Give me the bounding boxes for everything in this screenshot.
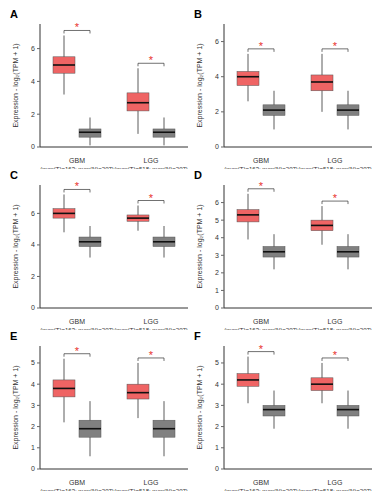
- html-text:A: A: [10, 8, 18, 20]
- svg-text:GBM: GBM: [253, 318, 269, 325]
- svg-text:LGG: LGG: [328, 318, 343, 325]
- svg-text:3: 3: [215, 402, 219, 409]
- svg-text:0: 0: [31, 465, 35, 472]
- svg-text:1: 1: [31, 444, 35, 451]
- svg-text:4: 4: [31, 78, 35, 85]
- svg-text:Expression - log₂(TPM + 1): Expression - log₂(TPM + 1): [12, 204, 20, 288]
- svg-text:*: *: [75, 180, 80, 192]
- svg-text:GBM: GBM: [253, 157, 269, 164]
- svg-text:0: 0: [215, 143, 219, 150]
- svg-text:(num(T)=163; num(N)=207): (num(T)=163; num(N)=207): [224, 166, 298, 169]
- svg-text:*: *: [149, 192, 154, 204]
- html-text:F: F: [194, 330, 201, 342]
- svg-text:3: 3: [215, 252, 219, 259]
- svg-text:(num(T)=163; num(N)=207): (num(T)=163; num(N)=207): [40, 327, 114, 330]
- html-text:E: E: [10, 330, 18, 342]
- svg-text:*: *: [149, 349, 154, 361]
- svg-text:(num(T)=518; num(N)=207): (num(T)=518; num(N)=207): [298, 488, 372, 491]
- svg-text:4: 4: [215, 381, 219, 388]
- svg-text:(num(T)=518; num(N)=207): (num(T)=518; num(N)=207): [114, 166, 188, 169]
- svg-text:(num(T)=163; num(N)=207): (num(T)=163; num(N)=207): [40, 166, 114, 169]
- svg-text:Expression - log₂(TPM + 1): Expression - log₂(TPM + 1): [196, 204, 204, 288]
- svg-text:*: *: [259, 180, 264, 192]
- svg-text:4: 4: [31, 241, 35, 248]
- svg-text:*: *: [333, 349, 338, 361]
- svg-text:GBM: GBM: [253, 479, 269, 486]
- svg-text:*: *: [75, 21, 80, 33]
- svg-text:0: 0: [31, 143, 35, 150]
- svg-text:5: 5: [215, 359, 219, 366]
- svg-text:LGG: LGG: [144, 318, 159, 325]
- svg-text:Expression - log₂(TPM + 1): Expression - log₂(TPM + 1): [12, 43, 20, 127]
- svg-text:0: 0: [215, 304, 219, 311]
- svg-text:Expression - log₂(TPM + 1): Expression - log₂(TPM + 1): [196, 365, 204, 449]
- svg-text:2: 2: [31, 273, 35, 280]
- svg-text:Expression - log₂(TPM + 1): Expression - log₂(TPM + 1): [196, 43, 204, 127]
- svg-text:(num(T)=163; num(N)=207): (num(T)=163; num(N)=207): [40, 488, 114, 491]
- svg-text:*: *: [259, 343, 264, 355]
- svg-text:6: 6: [31, 210, 35, 217]
- svg-text:GBM: GBM: [69, 318, 85, 325]
- svg-text:2: 2: [215, 108, 219, 115]
- svg-text:1: 1: [215, 287, 219, 294]
- svg-text:1: 1: [215, 444, 219, 451]
- svg-text:6: 6: [31, 45, 35, 52]
- svg-text:2: 2: [215, 269, 219, 276]
- svg-text:2: 2: [31, 111, 35, 118]
- svg-text:0: 0: [31, 304, 35, 311]
- svg-text:LGG: LGG: [328, 157, 343, 164]
- svg-text:5: 5: [215, 217, 219, 224]
- svg-text:2: 2: [215, 423, 219, 430]
- svg-text:(num(T)=163; num(N)=207): (num(T)=163; num(N)=207): [224, 327, 298, 330]
- svg-text:6: 6: [215, 38, 219, 45]
- svg-text:(num(T)=518; num(N)=207): (num(T)=518; num(N)=207): [298, 166, 372, 169]
- svg-text:*: *: [333, 192, 338, 204]
- svg-text:(num(T)=518; num(N)=207): (num(T)=518; num(N)=207): [114, 327, 188, 330]
- svg-text:0: 0: [215, 465, 219, 472]
- html-text:C: C: [10, 169, 18, 181]
- html-text:B: B: [194, 8, 202, 20]
- svg-text:LGG: LGG: [144, 479, 159, 486]
- svg-text:GBM: GBM: [69, 157, 85, 164]
- svg-text:4: 4: [215, 234, 219, 241]
- svg-text:GBM: GBM: [69, 479, 85, 486]
- svg-text:(num(T)=518; num(N)=207): (num(T)=518; num(N)=207): [114, 488, 188, 491]
- svg-text:5: 5: [31, 359, 35, 366]
- svg-text:(num(T)=163; num(N)=207): (num(T)=163; num(N)=207): [224, 488, 298, 491]
- svg-text:2: 2: [31, 423, 35, 430]
- svg-text:LGG: LGG: [328, 479, 343, 486]
- svg-text:4: 4: [215, 73, 219, 80]
- svg-text:*: *: [333, 40, 338, 52]
- svg-text:*: *: [259, 40, 264, 52]
- svg-text:3: 3: [31, 402, 35, 409]
- svg-text:Expression - log₂(TPM + 1): Expression - log₂(TPM + 1): [12, 365, 20, 449]
- svg-text:*: *: [75, 345, 80, 357]
- html-text:D: D: [194, 169, 202, 181]
- svg-text:*: *: [149, 54, 154, 66]
- svg-text:6: 6: [215, 199, 219, 206]
- svg-text:LGG: LGG: [144, 157, 159, 164]
- svg-text:4: 4: [31, 381, 35, 388]
- svg-text:(num(T)=518; num(N)=207): (num(T)=518; num(N)=207): [298, 327, 372, 330]
